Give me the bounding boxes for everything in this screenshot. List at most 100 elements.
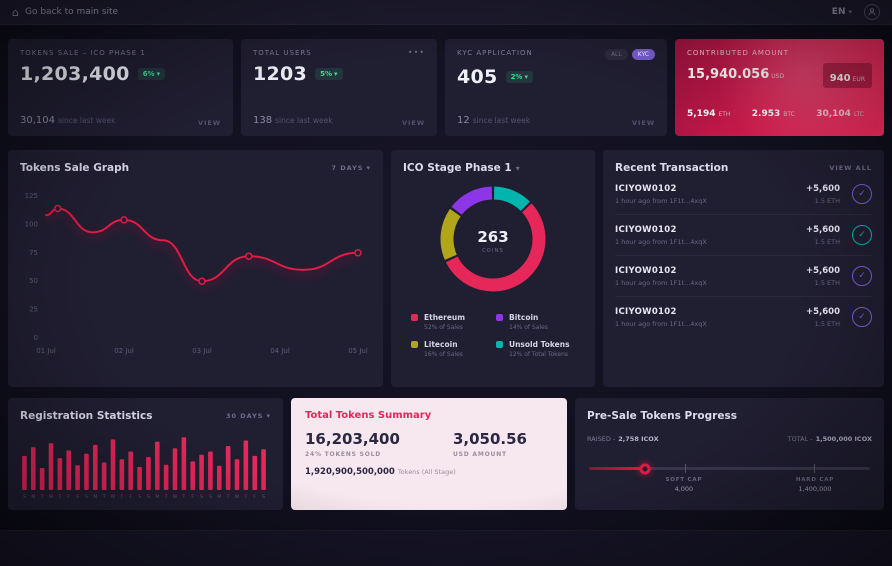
eur-amount-chip: 940 EUR — [822, 63, 872, 88]
transaction-status-check-icon[interactable]: ✓ — [852, 225, 872, 245]
range-dropdown-30-days[interactable]: 30 DAYS ▾ — [226, 412, 271, 420]
legend-swatch — [411, 341, 418, 348]
transaction-status-check-icon[interactable]: ✓ — [852, 266, 872, 286]
soft-cap-marker: SOFT CAP 4,000 — [665, 477, 702, 493]
trend-percent: 6% — [142, 70, 155, 78]
svg-text:F: F — [253, 494, 256, 499]
coin-amounts-row: 5,194 ETH 2.953 BTC 30,104 LTC — [687, 101, 872, 120]
panel-title: Registration Statistics — [20, 410, 153, 422]
svg-text:W: W — [111, 494, 116, 499]
svg-text:W: W — [235, 494, 240, 499]
svg-text:100: 100 — [25, 220, 38, 228]
filter-kyc-pill[interactable]: KYC — [631, 49, 655, 60]
middle-row: Tokens Sale Graph 7 DAYS ▾ 0 25 50 75 100 125… — [8, 150, 884, 387]
transaction-status-check-icon[interactable]: ✓ — [852, 184, 872, 204]
svg-text:01 Jul: 01 Jul — [36, 347, 56, 355]
legend-swatch — [411, 314, 418, 321]
panel-title: Pre-Sale Tokens Progress — [587, 410, 737, 422]
stat-trend-badge[interactable]: 5% ▾ — [315, 68, 343, 80]
total-value: 1,500,000 ICOX — [815, 435, 872, 443]
view-link[interactable]: VIEW — [197, 119, 221, 127]
svg-text:75: 75 — [29, 249, 38, 257]
legend-swatch — [496, 314, 503, 321]
transaction-eth: 1.5 ETH — [814, 196, 840, 205]
home-icon: ⌂ — [12, 5, 19, 19]
ico-stage-dropdown[interactable]: ICO Stage Phase 1 ▾ — [403, 162, 520, 174]
stat-card-total-users: TOTAL USERS ••• 1203 5% ▾ 138 since last … — [241, 39, 437, 136]
view-all-link[interactable]: VIEW ALL — [829, 164, 872, 172]
total-tokens-summary-card: Total Tokens Summary 16,203,400 24% TOKE… — [291, 398, 567, 510]
svg-text:W: W — [173, 494, 178, 499]
range-dropdown-7-days[interactable]: 7 DAYS ▾ — [332, 164, 372, 172]
transaction-row[interactable]: ICIYOW0102 1 hour ago from 1F1t...4xqX +… — [615, 174, 872, 215]
more-options-icon[interactable]: ••• — [407, 48, 425, 57]
transaction-code: ICIYOW0102 — [615, 224, 677, 235]
stat-sub-value: 30,104 — [20, 115, 55, 126]
svg-text:T: T — [57, 494, 61, 499]
btc-value: 2.953 — [751, 109, 781, 119]
transaction-row[interactable]: ICIYOW0102 1 hour ago from 1F1t...4xqX +… — [615, 256, 872, 297]
range-label: 30 DAYS — [225, 412, 264, 420]
trend-percent: 2% — [510, 73, 523, 81]
stat-value: 1203 — [253, 63, 308, 85]
transaction-status-check-icon[interactable]: ✓ — [852, 307, 872, 327]
ico-stage-panel: ICO Stage Phase 1 ▾ 263 COINS Ethereum — [391, 150, 595, 387]
transaction-amount: +5,600 — [805, 183, 840, 194]
svg-text:S: S — [85, 494, 88, 499]
transaction-eth: 1.5 ETH — [814, 237, 840, 246]
main-content: TOKENS SALE – ICO PHASE 1 1,203,400 6% ▾… — [0, 25, 892, 510]
svg-text:M: M — [31, 494, 35, 499]
stat-card-kyc-application: KYC APPLICATION ALL KYC 405 2% ▾ 12 sinc — [445, 39, 667, 136]
eur-value: 940 — [829, 73, 851, 84]
recent-transaction-panel: Recent Transaction VIEW ALL ICIYOW0102 1… — [603, 150, 884, 387]
svg-text:S: S — [76, 494, 79, 499]
total-tokens-value: 1,920,900,500,000 — [305, 467, 395, 477]
transaction-row[interactable]: ICIYOW0102 1 hour ago from 1F1t...4xqX +… — [615, 297, 872, 337]
progress-handle[interactable] — [639, 463, 651, 474]
tokens-sold-value: 16,203,400 — [305, 430, 400, 448]
raised-block: RAISED -2,758 ICOX — [587, 435, 659, 443]
view-link[interactable]: VIEW — [401, 119, 425, 127]
usd-amount-label: USD AMOUNT — [452, 451, 507, 458]
transaction-code: ICIYOW0102 — [615, 306, 677, 317]
back-to-main-site-link[interactable]: ⌂ Go back to main site — [12, 7, 118, 18]
raised-total-row: RAISED -2,758 ICOX TOTAL -1,500,000 ICOX — [587, 435, 872, 443]
panel-title: Tokens Sale Graph — [20, 162, 130, 174]
stat-trend-badge[interactable]: 2% ▾ — [505, 71, 533, 83]
hard-cap-label: HARD CAP — [795, 477, 835, 483]
view-link[interactable]: VIEW — [631, 119, 655, 127]
filter-all-pill[interactable]: ALL — [604, 49, 628, 60]
legend-name: Unsold Tokens — [509, 340, 570, 349]
soft-cap-tick — [684, 464, 686, 473]
transaction-amount: +5,600 — [805, 224, 840, 235]
donut-chart — [436, 182, 550, 300]
svg-text:03 Jul: 03 Jul — [192, 347, 212, 355]
legend-detail: 14% of Sales — [509, 324, 548, 331]
btc-label: BTC — [783, 111, 795, 118]
svg-text:S: S — [209, 494, 212, 499]
svg-text:F: F — [67, 494, 70, 499]
kyc-filter-pills: ALL KYC — [604, 49, 655, 60]
transaction-row[interactable]: ICIYOW0102 1 hour ago from 1F1t...4xqX +… — [615, 215, 872, 256]
chevron-down-icon: ▾ — [366, 164, 371, 172]
user-avatar[interactable] — [864, 4, 880, 20]
transaction-eth: 1.5 ETH — [814, 278, 840, 287]
presale-progress-slider: SOFT CAP 4,000 HARD CAP 1,400,000 — [587, 461, 872, 503]
stat-value: 1,203,400 — [20, 63, 130, 85]
transaction-detail: 1 hour ago from 1F1t...4xqX — [615, 319, 707, 328]
eth-value: 5,194 — [687, 109, 716, 119]
tokens-sold-block: 16,203,400 24% TOKENS SOLD — [305, 430, 400, 458]
legend-name: Ethereum — [424, 313, 466, 322]
stat-trend-badge[interactable]: 6% ▾ — [137, 68, 166, 80]
caret-down-icon: ▾ — [524, 73, 528, 81]
tokens-sale-graph-panel: Tokens Sale Graph 7 DAYS ▾ 0 25 50 75 100 125… — [8, 150, 383, 387]
check-icon: ✓ — [858, 189, 866, 199]
stat-sub: 12 since last week — [457, 108, 530, 127]
summary-title: Total Tokens Summary — [305, 410, 432, 421]
language-selector[interactable]: EN ▾ — [832, 7, 852, 17]
svg-text:04 Jul: 04 Jul — [270, 347, 290, 355]
progress-track[interactable] — [589, 463, 870, 474]
